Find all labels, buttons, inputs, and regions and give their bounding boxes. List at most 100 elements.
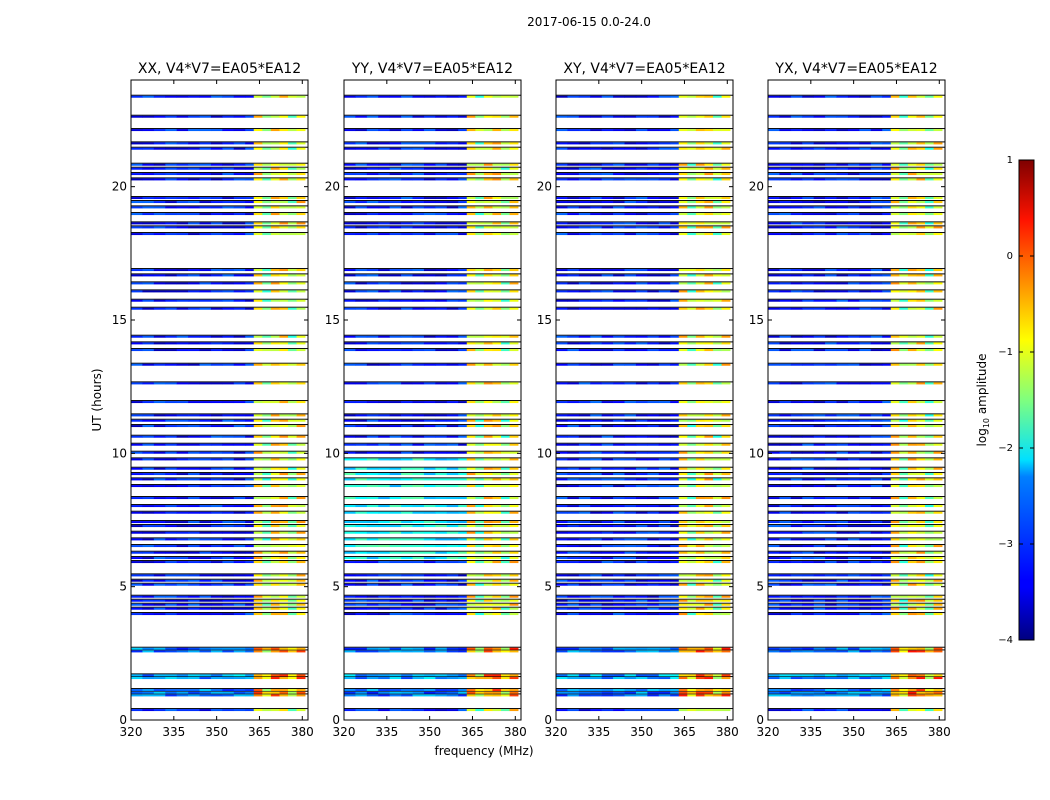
heatmap-cell bbox=[501, 197, 510, 200]
heatmap-cell bbox=[925, 342, 934, 345]
heatmap-cell bbox=[882, 282, 892, 285]
heatmap-cell bbox=[695, 226, 705, 229]
scan-line bbox=[131, 550, 308, 552]
heatmap-cell bbox=[859, 335, 872, 338]
x-tick-label: 320 bbox=[333, 725, 356, 739]
heatmap-cell bbox=[859, 213, 872, 216]
heatmap-cell bbox=[296, 613, 306, 616]
heatmap-cell bbox=[245, 473, 255, 476]
heatmap-cell bbox=[233, 206, 246, 209]
heatmap-cell bbox=[262, 425, 272, 428]
heatmap-cell bbox=[578, 595, 591, 598]
heatmap-cell bbox=[933, 709, 943, 712]
heatmap-cell bbox=[176, 599, 189, 602]
heatmap-cell bbox=[501, 599, 510, 602]
heatmap-cell bbox=[270, 689, 280, 692]
heatmap-cell bbox=[458, 425, 468, 428]
heatmap-cell bbox=[501, 363, 510, 366]
heatmap-cell bbox=[647, 307, 660, 310]
heatmap-cell bbox=[933, 382, 943, 385]
heatmap-cell bbox=[366, 458, 379, 461]
scan-line bbox=[131, 434, 308, 436]
heatmap-cell bbox=[768, 599, 780, 602]
heatmap-cell bbox=[262, 579, 272, 582]
heatmap-cell bbox=[768, 115, 780, 118]
heatmap-cell bbox=[870, 458, 883, 461]
heatmap-cell bbox=[779, 603, 792, 606]
heatmap-cell bbox=[412, 599, 425, 602]
heatmap-cell bbox=[899, 485, 909, 488]
heatmap-cell bbox=[188, 613, 200, 616]
heatmap-cell bbox=[435, 425, 448, 428]
heatmap-cell bbox=[768, 363, 780, 366]
heatmap-cell bbox=[624, 647, 637, 650]
y-tick-label: 20 bbox=[325, 180, 340, 194]
heatmap-cell bbox=[678, 451, 688, 454]
heatmap-cell bbox=[768, 269, 780, 272]
heatmap-cell bbox=[509, 451, 519, 454]
scan-line bbox=[344, 141, 521, 143]
heatmap-cell bbox=[647, 147, 660, 150]
heatmap-cell bbox=[153, 197, 166, 200]
scan-line bbox=[556, 128, 733, 130]
heatmap-cell bbox=[188, 451, 200, 454]
heatmap-cell bbox=[501, 206, 510, 209]
heatmap-cell bbox=[768, 173, 780, 176]
heatmap-cell bbox=[210, 419, 223, 422]
heatmap-cell bbox=[509, 167, 519, 170]
heatmap-cell bbox=[713, 342, 722, 345]
heatmap-cell bbox=[647, 206, 660, 209]
scan-line bbox=[344, 573, 521, 575]
heatmap-cell bbox=[355, 583, 368, 586]
heatmap-cell bbox=[704, 173, 714, 176]
heatmap-cell bbox=[647, 443, 660, 446]
heatmap-cell bbox=[907, 342, 917, 345]
heatmap-cell bbox=[847, 443, 860, 446]
heatmap-cell bbox=[916, 115, 926, 118]
heatmap-cell bbox=[210, 613, 223, 616]
scan-line bbox=[131, 582, 308, 584]
heatmap-cell bbox=[556, 443, 568, 446]
colorbar-tick-label: −1 bbox=[998, 347, 1013, 358]
heatmap-cell bbox=[401, 115, 413, 118]
heatmap-cell bbox=[882, 233, 892, 236]
heatmap-cell bbox=[509, 233, 519, 236]
heatmap-cell bbox=[578, 521, 591, 524]
heatmap-cell bbox=[567, 551, 580, 554]
heatmap-cell bbox=[389, 467, 402, 470]
heatmap-cell bbox=[695, 425, 705, 428]
heatmap-cell bbox=[907, 197, 917, 200]
heatmap-cell bbox=[466, 557, 476, 560]
heatmap-cell bbox=[188, 382, 200, 385]
heatmap-cell bbox=[907, 425, 917, 428]
heatmap-cell bbox=[188, 709, 200, 712]
heatmap-cell bbox=[933, 451, 943, 454]
heatmap-cell bbox=[501, 349, 510, 352]
colorbar-label-sub: 10 bbox=[982, 418, 991, 428]
heatmap-cell bbox=[713, 599, 722, 602]
heatmap-cell bbox=[142, 485, 155, 488]
heatmap-cell bbox=[366, 521, 379, 524]
heatmap-cell bbox=[578, 206, 591, 209]
heatmap-cell bbox=[366, 335, 379, 338]
heatmap-cell bbox=[153, 129, 166, 132]
heatmap-cell bbox=[131, 213, 143, 216]
heatmap-cell bbox=[492, 206, 502, 209]
heatmap-cell bbox=[176, 561, 189, 564]
y-tick-label: 15 bbox=[112, 313, 127, 327]
heatmap-cell bbox=[859, 233, 872, 236]
heatmap-cell bbox=[847, 561, 860, 564]
heatmap-cell bbox=[389, 485, 402, 488]
heatmap-cell bbox=[131, 531, 143, 534]
heatmap-cell bbox=[687, 213, 697, 216]
y-axis-label: UT (hours) bbox=[90, 368, 104, 431]
heatmap-cell bbox=[890, 129, 900, 132]
heatmap-cell bbox=[658, 511, 671, 514]
panel-title: XX, V4*V7=EA05*EA12 bbox=[138, 61, 301, 77]
x-tick-label: 335 bbox=[799, 725, 822, 739]
heatmap-cell bbox=[916, 274, 926, 277]
heatmap-cell bbox=[210, 307, 223, 310]
heatmap-cell bbox=[870, 435, 883, 438]
heatmap-cell bbox=[790, 557, 803, 560]
heatmap-cell bbox=[483, 115, 493, 118]
